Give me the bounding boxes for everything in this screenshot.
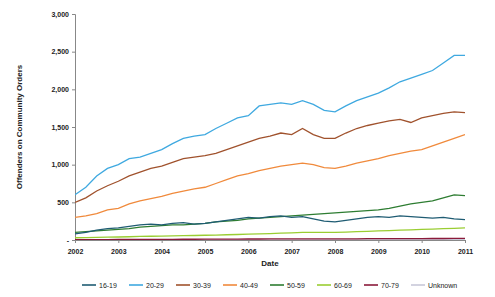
x-tick-mark xyxy=(465,240,466,243)
x-tick-label: 2003 xyxy=(111,248,127,255)
x-tick-label: 2005 xyxy=(198,248,214,255)
x-tick-mark xyxy=(378,240,379,243)
series-line xyxy=(75,216,465,234)
legend: 16-19 20-29 30-39 40-49 50-59 60-69 70-79 Unkno… xyxy=(82,282,457,289)
legend-label: 40-49 xyxy=(240,282,258,289)
series-line xyxy=(75,228,465,238)
y-tick-label: 3,000 xyxy=(51,11,69,19)
x-tick: 2005 xyxy=(198,240,214,255)
x-tick-mark xyxy=(162,240,163,243)
y-axis: - 500 1,000 1,500 2,000 2,500 3,000 xyxy=(51,11,75,244)
x-tick-label: 2004 xyxy=(154,248,170,255)
y-tick-label: - xyxy=(67,237,70,244)
chart: 2002 2003 2004 2005 2006 2007 2008 2009 2010 2011… xyxy=(0,0,495,297)
y-axis-title: Offenders on Community Orders xyxy=(15,64,24,189)
x-tick: 2003 xyxy=(111,240,127,255)
legend-item: 60-69 xyxy=(317,282,352,289)
legend-item: 30-39 xyxy=(176,282,211,289)
x-axis-title: Date xyxy=(261,259,279,268)
x-tick: 2010 xyxy=(414,240,430,255)
y-tick-label: 2,500 xyxy=(51,48,69,56)
x-tick-label: 2002 xyxy=(68,248,84,255)
legend-swatch xyxy=(176,284,190,286)
y-tick-mark xyxy=(72,89,75,90)
y-tick: 3,000 xyxy=(51,11,75,19)
legend-item: Unknown xyxy=(411,282,457,289)
x-tick-mark xyxy=(292,240,293,243)
legend-item: 50-59 xyxy=(270,282,305,289)
y-tick-mark xyxy=(72,14,75,15)
legend-label: 70-79 xyxy=(381,282,399,289)
x-tick-label: 2011 xyxy=(458,248,473,255)
series-line xyxy=(75,135,465,218)
legend-label: 16-19 xyxy=(99,282,117,289)
series-line xyxy=(75,55,465,194)
y-tick-mark xyxy=(72,127,75,128)
x-axis-line xyxy=(76,241,466,244)
series-line xyxy=(75,238,465,239)
legend-label: 30-39 xyxy=(193,282,211,289)
x-tick-label: 2007 xyxy=(284,248,300,255)
y-tick: 2,500 xyxy=(51,48,75,56)
legend-swatch xyxy=(364,284,378,286)
legend-swatch xyxy=(317,284,331,286)
legend-item: 16-19 xyxy=(82,282,117,289)
y-tick-mark xyxy=(72,202,75,203)
y-tick: 2,000 xyxy=(51,86,75,94)
y-tick-label: 1,500 xyxy=(51,124,69,132)
y-tick-mark xyxy=(72,52,75,53)
series-line xyxy=(75,195,465,233)
x-tick: 2004 xyxy=(154,240,170,255)
y-tick: 1,000 xyxy=(51,161,75,169)
legend-swatch xyxy=(270,284,284,286)
x-tick: 2009 xyxy=(371,240,387,255)
legend-swatch xyxy=(82,284,96,286)
legend-item: 40-49 xyxy=(223,282,258,289)
series-line xyxy=(75,112,465,202)
y-tick: 1,500 xyxy=(51,124,75,132)
y-axis-line xyxy=(72,15,76,241)
legend-item: 20-29 xyxy=(129,282,164,289)
y-tick-mark xyxy=(72,165,75,166)
series-line xyxy=(75,239,465,240)
x-tick: 2006 xyxy=(241,240,257,255)
x-tick-mark xyxy=(335,240,336,243)
x-tick-mark xyxy=(422,240,423,243)
y-tick-label: 500 xyxy=(57,199,69,206)
x-tick-label: 2009 xyxy=(371,248,387,255)
x-tick: 2007 xyxy=(284,240,300,255)
y-tick-mark xyxy=(72,240,75,241)
x-tick-label: 2006 xyxy=(241,248,257,255)
y-tick-label: 2,000 xyxy=(51,86,69,94)
legend-label: 60-69 xyxy=(334,282,352,289)
y-tick: - xyxy=(67,237,75,244)
legend-label: 20-29 xyxy=(146,282,164,289)
legend-item: 70-79 xyxy=(364,282,399,289)
x-tick-mark xyxy=(205,240,206,243)
legend-swatch xyxy=(411,284,425,286)
x-tick-label: 2010 xyxy=(414,248,430,255)
y-tick-label: 1,000 xyxy=(51,161,69,169)
x-tick-mark xyxy=(118,240,119,243)
legend-label: 50-59 xyxy=(287,282,305,289)
x-tick: 2008 xyxy=(328,240,344,255)
x-axis: 2002 2003 2004 2005 2006 2007 2008 2009 2010 2011 xyxy=(68,240,473,255)
legend-swatch xyxy=(129,284,143,286)
plot-area: 2002 2003 2004 2005 2006 2007 2008 2009 2010 2011… xyxy=(51,11,473,255)
x-tick-label: 2008 xyxy=(328,248,344,255)
lines xyxy=(75,55,465,239)
legend-swatch xyxy=(223,284,237,286)
x-tick: 2002 xyxy=(68,240,84,255)
x-tick-mark xyxy=(248,240,249,243)
legend-label: Unknown xyxy=(428,282,457,289)
x-tick: 2011 xyxy=(458,240,473,255)
y-tick: 500 xyxy=(57,199,75,206)
